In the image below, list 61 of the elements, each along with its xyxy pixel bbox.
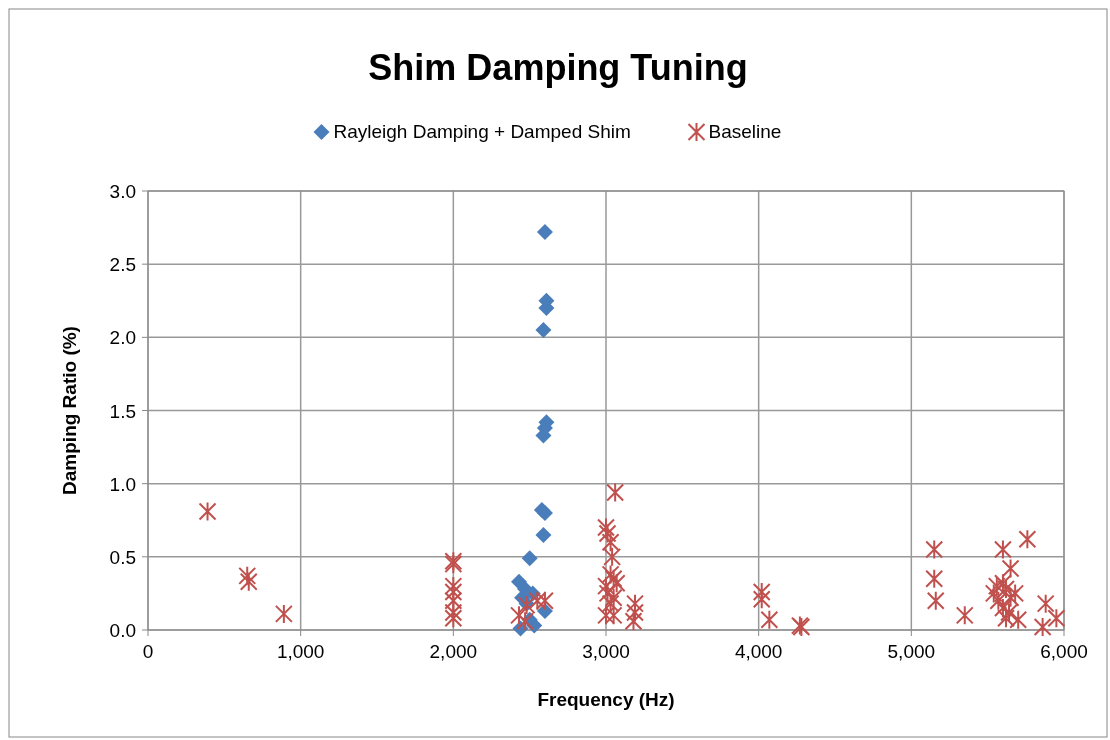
point xyxy=(955,605,974,626)
chart-title: Shim Damping Tuning xyxy=(368,47,748,88)
point xyxy=(598,523,617,544)
y-tick-label: 2.0 xyxy=(109,327,136,349)
y-tick-label: 1.5 xyxy=(109,400,136,422)
point xyxy=(521,550,538,567)
point xyxy=(1009,609,1028,630)
point xyxy=(607,573,626,594)
legend-label: Baseline xyxy=(708,121,782,142)
point xyxy=(626,602,645,623)
point xyxy=(444,608,463,629)
point xyxy=(274,603,293,624)
point xyxy=(1006,583,1025,604)
x-tick-label: 2,000 xyxy=(429,641,478,662)
point xyxy=(604,605,623,626)
x-axis-title: Frequency (Hz) xyxy=(537,689,675,710)
y-tick-label: 2.5 xyxy=(109,254,136,276)
point xyxy=(925,539,944,560)
point xyxy=(626,593,645,614)
point xyxy=(996,579,1015,600)
x-tick-label: 3,000 xyxy=(582,641,630,662)
y-tick-label: 3.0 xyxy=(109,181,136,202)
y-tick-label: 0.5 xyxy=(109,546,136,568)
point xyxy=(606,482,625,503)
point xyxy=(1000,602,1019,623)
point xyxy=(926,590,945,611)
point xyxy=(517,595,536,616)
y-axis-title: Damping Ratio (%) xyxy=(59,326,80,495)
point xyxy=(925,568,944,589)
x-tick-label: 1,000 xyxy=(276,641,325,662)
x-tick-label: 0 xyxy=(142,641,154,662)
y-tick-label: 1.0 xyxy=(109,473,136,495)
point xyxy=(516,611,535,632)
point xyxy=(239,571,258,592)
x-tick-label: 6,000 xyxy=(1040,641,1088,662)
point xyxy=(597,605,615,626)
point xyxy=(597,517,615,538)
legend-label: Rayleigh Damping + Damped Shim xyxy=(333,121,631,142)
point xyxy=(535,526,552,543)
point xyxy=(603,546,622,567)
point xyxy=(198,501,217,522)
point xyxy=(536,223,553,240)
point xyxy=(444,581,463,602)
point xyxy=(601,532,620,553)
point xyxy=(238,565,257,586)
point xyxy=(444,602,463,623)
point xyxy=(624,611,643,632)
point xyxy=(752,581,771,602)
point xyxy=(444,590,463,611)
point xyxy=(604,587,623,608)
point xyxy=(509,605,528,626)
y-tick-label: 0.0 xyxy=(109,620,136,641)
point xyxy=(528,590,547,611)
point xyxy=(987,576,1006,597)
x-tick-label: 4,000 xyxy=(734,641,783,662)
point xyxy=(1018,529,1037,550)
point xyxy=(535,590,554,611)
x-tick-label: 5,000 xyxy=(887,641,936,662)
point xyxy=(601,564,620,585)
point xyxy=(1033,617,1052,638)
point xyxy=(535,322,552,339)
